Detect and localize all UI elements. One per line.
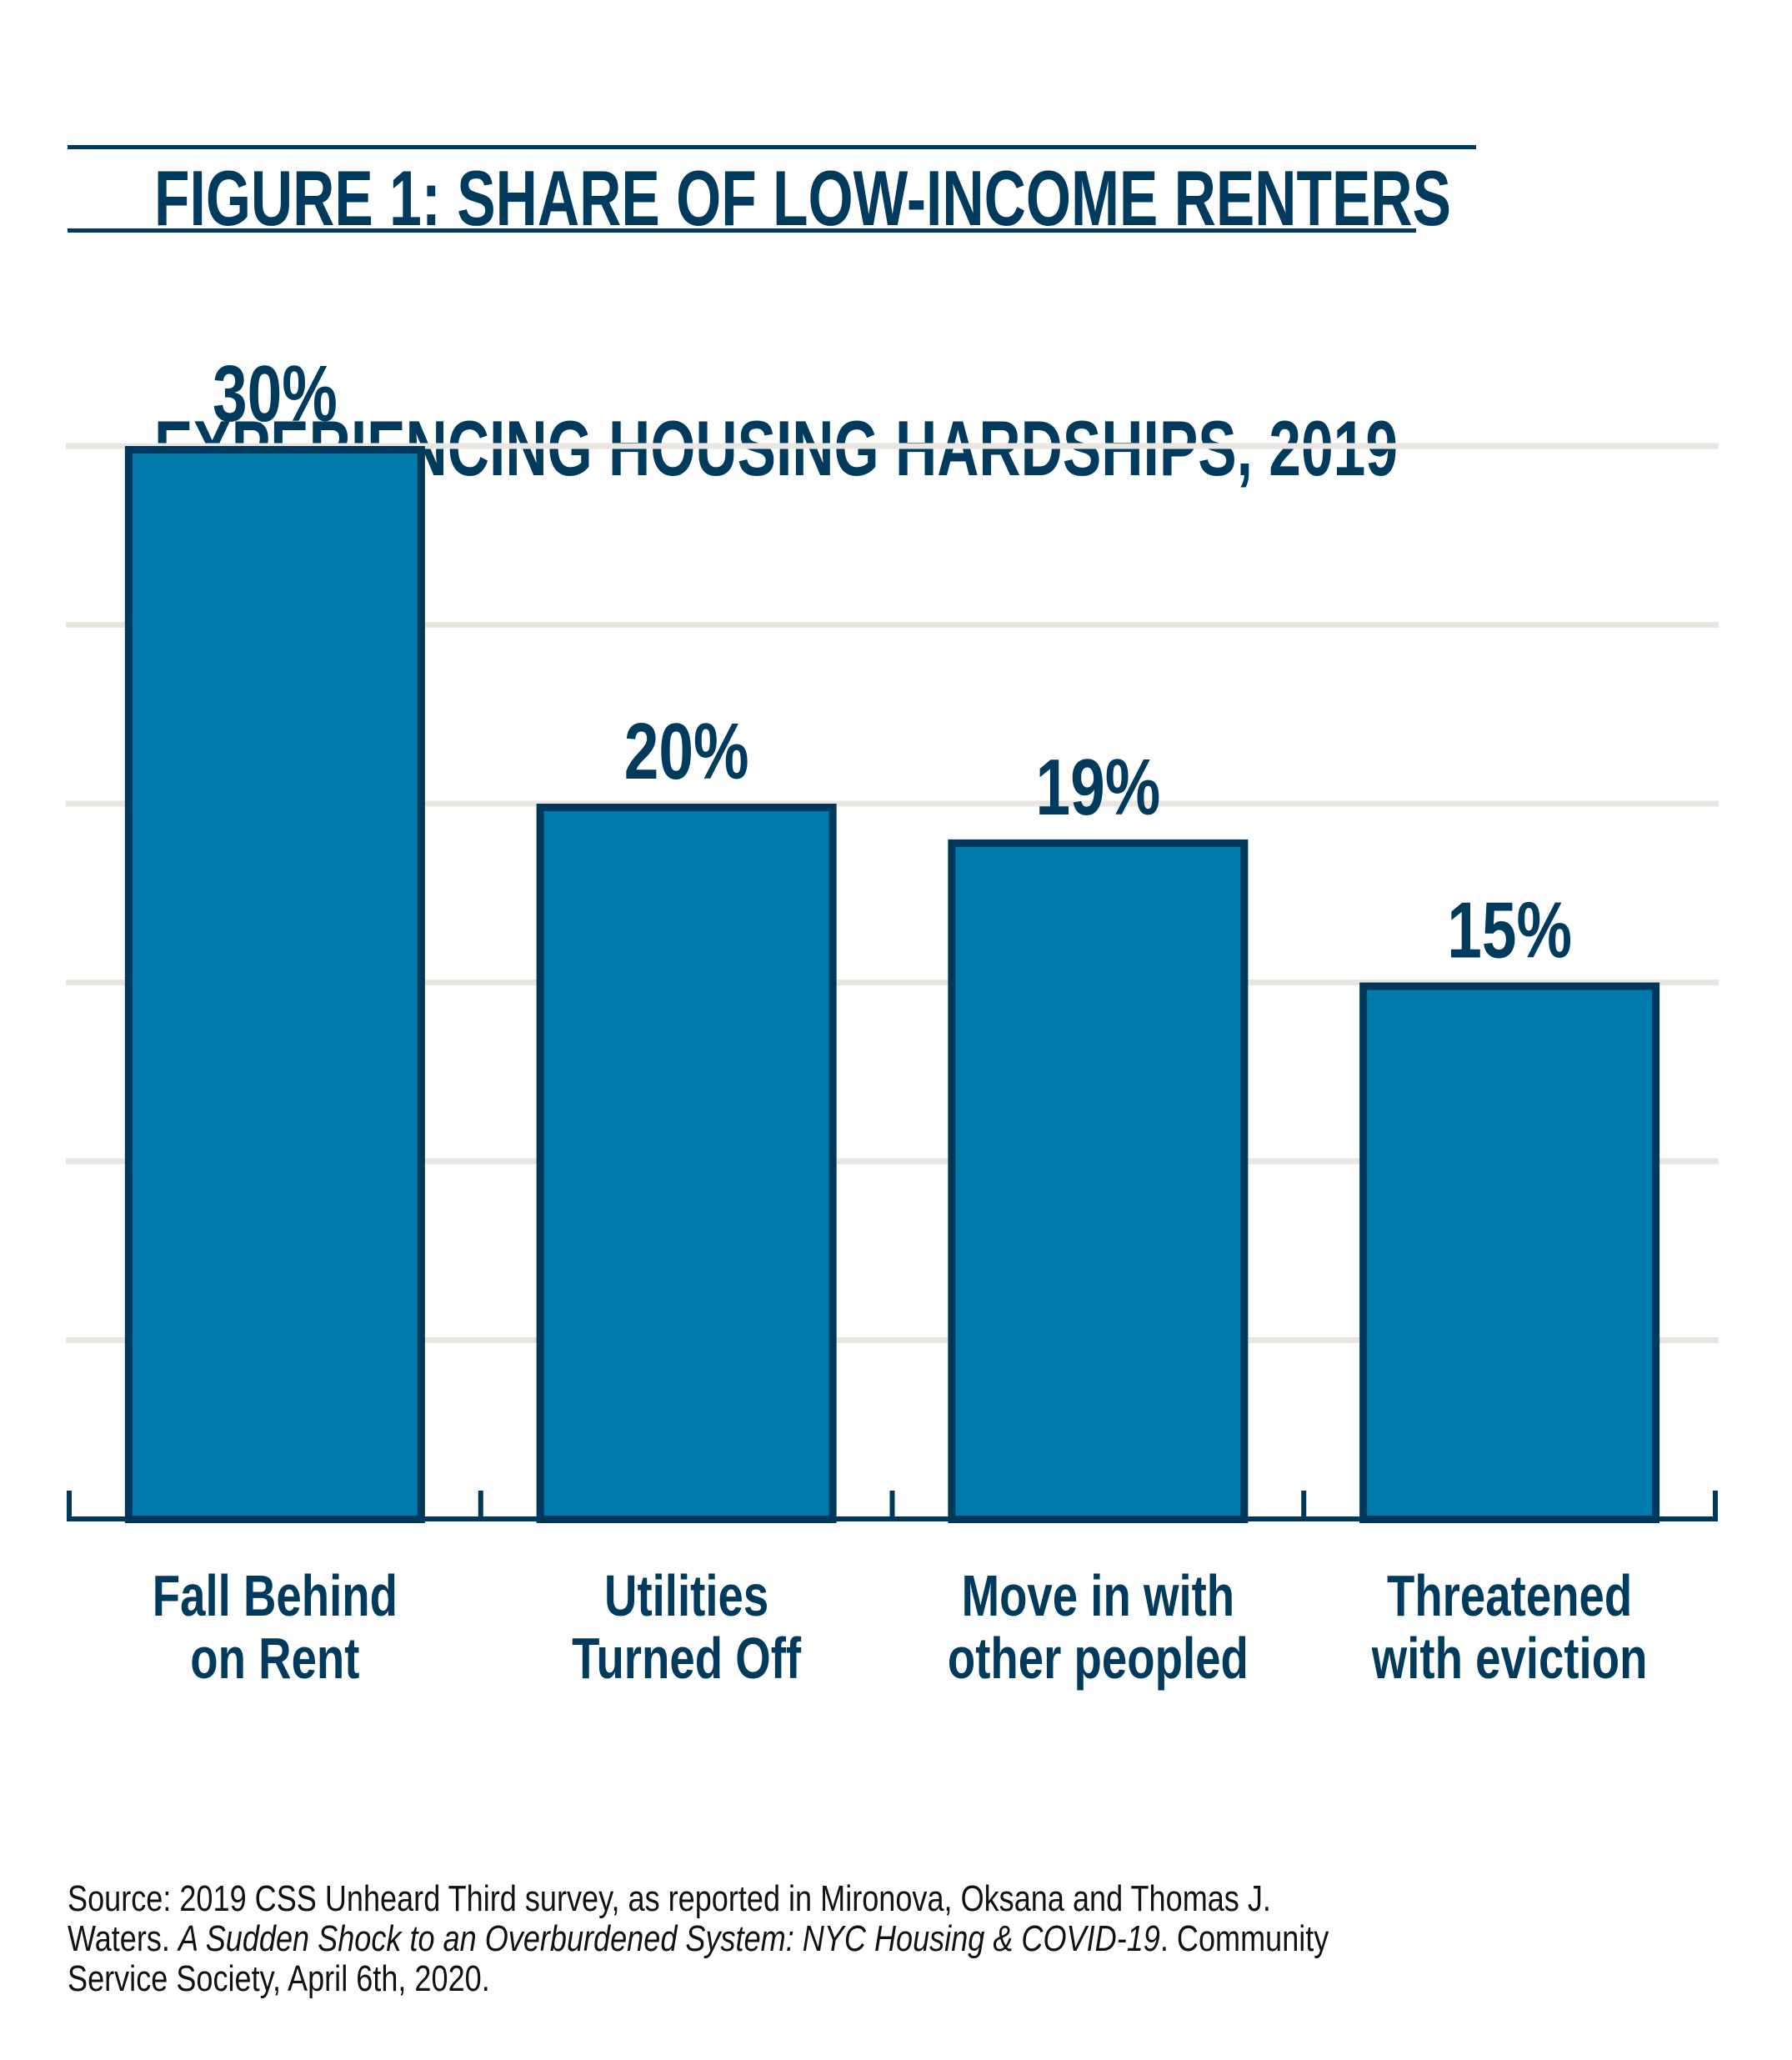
source-line-2-prefix: Waters.: [68, 1918, 178, 1959]
bar: [948, 839, 1249, 1523]
bar: [1359, 982, 1660, 1523]
source-publication-title: A Sudden Shock to an Overburdened System…: [178, 1918, 1160, 1959]
category-label: other peopled: [948, 1626, 1249, 1692]
value-label: 19%: [1035, 743, 1160, 832]
value-label: 20%: [624, 707, 749, 796]
bar: [124, 446, 425, 1523]
value-label: 15%: [1447, 886, 1572, 975]
value-label: 30%: [213, 349, 338, 439]
source-line-2-suffix: . Community: [1159, 1918, 1329, 1959]
title-line-1: FIGURE 1: SHARE OF LOW-INCOME RENTERS: [68, 73, 1792, 323]
x-axis: [67, 1491, 1718, 1521]
category-label: Utilities: [604, 1564, 768, 1629]
source-note: Source: 2019 CSS Unheard Third survey, a…: [68, 1879, 1734, 1999]
title-line-1-text: FIGURE 1: SHARE OF LOW-INCOME RENTERS: [154, 154, 1468, 242]
source-line-1: Source: 2019 CSS Unheard Third survey, a…: [68, 1878, 1271, 1919]
value-labels: 30% 20% 19% 15%: [213, 349, 1572, 975]
title-underline-2: [68, 228, 1416, 233]
category-label: Move in with: [962, 1564, 1235, 1629]
source-line-3: Service Society, April 6th, 2020.: [68, 1958, 490, 1999]
category-label: on Rent: [190, 1626, 359, 1692]
bar: [536, 804, 837, 1523]
category-label: with eviction: [1371, 1626, 1647, 1692]
title-underline-1: [68, 145, 1476, 149]
source-line-2: Waters. A Sudden Shock to an Overburdene…: [68, 1919, 1434, 1959]
bars: [124, 446, 1660, 1523]
category-label: Turned Off: [572, 1626, 802, 1692]
category-label: Threatened: [1387, 1564, 1632, 1629]
category-label: Fall Behind: [153, 1564, 398, 1629]
